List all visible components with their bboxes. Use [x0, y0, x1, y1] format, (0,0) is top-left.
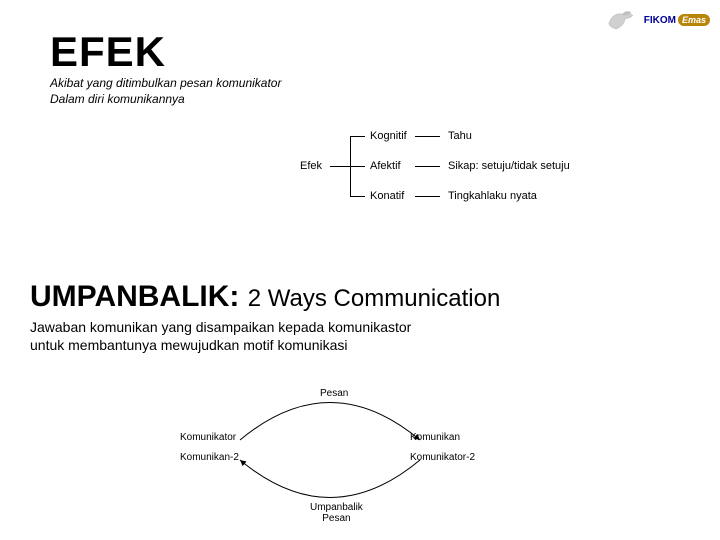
umpan-desc-line2: untuk membantunya mewujudkan motif komun…: [30, 336, 411, 354]
tree-line: [330, 166, 350, 167]
loop-bottom2: Pesan: [310, 513, 363, 524]
emas-badge: Emas: [678, 14, 710, 26]
tree-line: [415, 166, 440, 167]
umpan-desc-line1: Jawaban komunikan yang disampaikan kepad…: [30, 318, 411, 336]
loop-bottom1: Umpanbalik: [310, 502, 363, 513]
tree-root: Efek: [300, 160, 322, 172]
dove-icon: [600, 5, 640, 35]
subtitle-line2: Dalam diri komunikannya: [50, 92, 281, 108]
loop-right1: Komunikan: [410, 432, 460, 443]
fikom-logo: FIKOM Emas: [644, 14, 710, 26]
subtitle-efek: Akibat yang ditimbulkan pesan komunikato…: [50, 76, 281, 107]
loop-top: Pesan: [320, 388, 348, 399]
result-sikap: Sikap: setuju/tidak setuju: [448, 160, 570, 172]
tree-line: [415, 136, 440, 137]
branch-konatif: Konatif: [370, 190, 404, 202]
tree-line: [350, 166, 365, 167]
subtitle-umpan: Jawaban komunikan yang disampaikan kepad…: [30, 318, 411, 354]
tree-line: [350, 196, 365, 197]
tree-line: [415, 196, 440, 197]
logo-area: FIKOM Emas: [600, 5, 710, 35]
umpan-title: UMPANBALIK:: [30, 280, 239, 313]
fikom-text: FIKOM: [644, 15, 676, 26]
umpan-title-sub: 2 Ways Communication: [248, 285, 501, 312]
heading-umpan: UMPANBALIK: 2 Ways Communication: [30, 280, 500, 314]
result-tahu: Tahu: [448, 130, 472, 142]
loop-left1: Komunikator: [180, 432, 236, 443]
loop-left2: Komunikan-2: [180, 452, 239, 463]
branch-afektif: Afektif: [370, 160, 401, 172]
branch-kognitif: Kognitif: [370, 130, 407, 142]
loop-right2: Komunikator-2: [410, 452, 475, 463]
heading-efek: EFEK: [50, 28, 166, 76]
subtitle-line1: Akibat yang ditimbulkan pesan komunikato…: [50, 76, 281, 92]
result-tingkah: Tingkahlaku nyata: [448, 190, 537, 202]
loop-bottom: Umpanbalik Pesan: [310, 502, 363, 524]
tree-line: [350, 136, 365, 137]
